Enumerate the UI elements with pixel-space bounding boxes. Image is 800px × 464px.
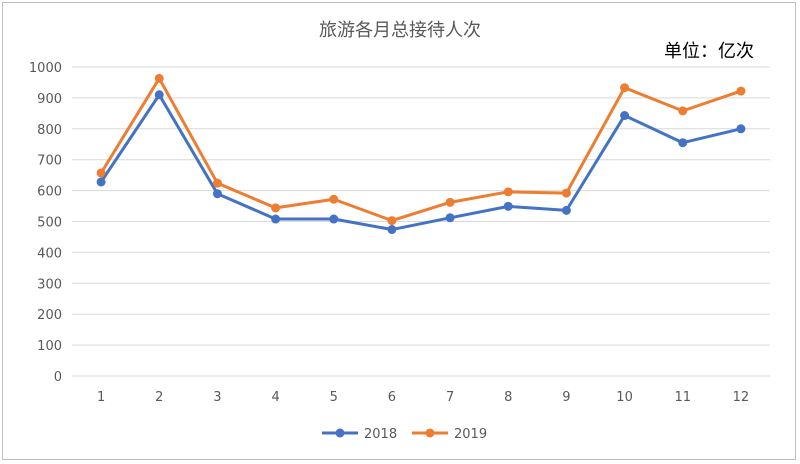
- data-point-2019: [212, 178, 222, 188]
- y-tick-label: 400: [37, 246, 62, 261]
- data-point-2018: [736, 124, 746, 134]
- data-point-2018: [212, 189, 222, 199]
- y-tick-label: 0: [54, 370, 62, 385]
- x-tick-label: 8: [504, 390, 512, 405]
- chart-title: 旅游各月总接待人次: [319, 20, 481, 41]
- data-point-2019: [271, 203, 281, 213]
- gridlines: [72, 66, 770, 377]
- y-tick-label: 700: [37, 154, 62, 169]
- x-tick-label: 6: [388, 390, 396, 405]
- x-tick-label: 2: [155, 390, 163, 405]
- data-point-2018: [561, 205, 571, 215]
- x-tick-label: 11: [674, 390, 691, 405]
- chart-frame: [2, 2, 796, 460]
- data-point-2019: [561, 188, 571, 198]
- data-point-2019: [154, 73, 164, 83]
- data-point-2018: [329, 214, 339, 224]
- unit-label: 单位：亿次: [664, 41, 754, 62]
- x-tick-label: 7: [446, 390, 454, 405]
- y-tick-label: 500: [37, 216, 62, 231]
- x-tick-label: 10: [616, 390, 633, 405]
- data-point-2019: [329, 194, 339, 204]
- x-tick-label: 1: [97, 390, 105, 405]
- data-point-2018: [678, 138, 688, 148]
- y-tick-label: 200: [37, 308, 62, 323]
- legend-label-2019: 2019: [454, 427, 487, 442]
- series-line-2019: [99, 76, 743, 223]
- data-point-2019: [620, 83, 630, 93]
- x-tick-label: 3: [213, 390, 221, 405]
- x-tick-label: 12: [733, 390, 750, 405]
- x-tick-label: 4: [271, 390, 279, 405]
- data-point-2019: [387, 216, 397, 226]
- y-tick-label: 900: [37, 92, 62, 107]
- data-point-2019: [445, 197, 455, 207]
- y-tick-label: 1000: [29, 61, 62, 76]
- y-axis-ticks: 0 100 200 300 400 500 600 700 800 900 1000: [29, 61, 62, 385]
- legend-marker-2019: [425, 428, 435, 438]
- series-layer: [96, 73, 746, 235]
- data-point-2018: [445, 213, 455, 223]
- x-tick-label: 9: [562, 390, 570, 405]
- x-axis-ticks: 1 2 3 4 5 6 7 8 9 10 11 12: [97, 390, 749, 405]
- data-point-2018: [387, 225, 397, 235]
- data-point-2019: [736, 86, 746, 96]
- legend-label-2018: 2018: [364, 427, 397, 442]
- x-tick-label: 5: [330, 390, 338, 405]
- data-point-2019: [503, 187, 513, 197]
- data-point-2019: [678, 106, 688, 116]
- legend-marker-2018: [335, 428, 345, 438]
- data-point-2018: [271, 214, 281, 224]
- data-point-2019: [96, 168, 106, 178]
- y-tick-label: 300: [37, 277, 62, 292]
- data-point-2018: [96, 177, 106, 187]
- y-tick-label: 800: [37, 123, 62, 138]
- series-line-2018: [99, 93, 743, 232]
- y-tick-label: 600: [37, 185, 62, 200]
- legend: 2018 2019: [322, 427, 487, 442]
- data-point-2018: [620, 111, 630, 121]
- data-point-2018: [503, 201, 513, 211]
- y-tick-label: 100: [37, 339, 62, 354]
- data-point-2018: [154, 90, 164, 100]
